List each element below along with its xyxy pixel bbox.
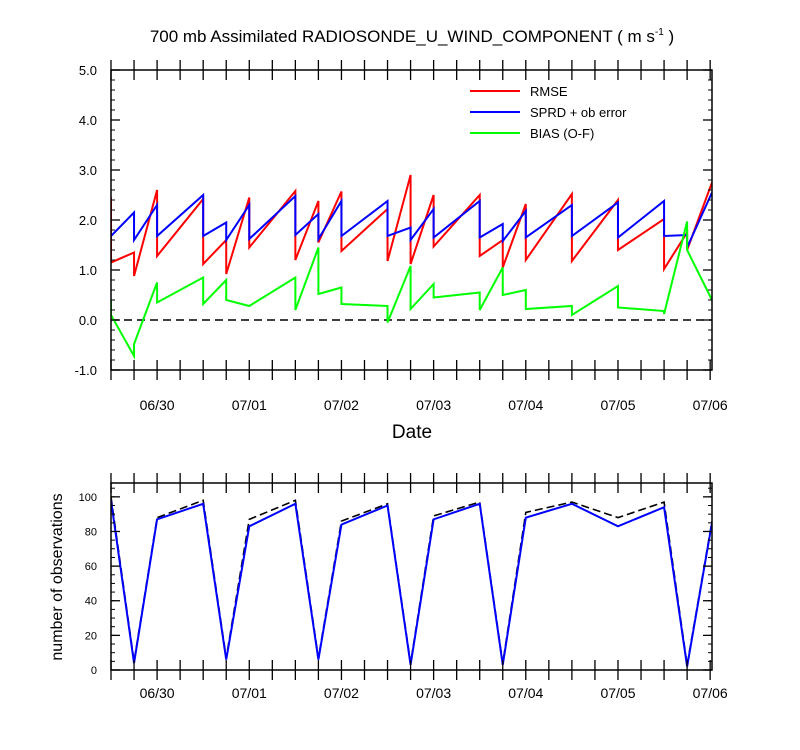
x-axis-label: Date [392, 422, 432, 443]
x-tick-label: 07/01 [232, 397, 267, 413]
y-tick-label: 100 [79, 492, 97, 504]
y-tick-label: 5.0 [79, 63, 97, 78]
chart-title: 700 mb Assimilated RADIOSONDE_U_WIND_COM… [150, 27, 674, 46]
x-tick-label: 07/02 [324, 685, 359, 701]
legend: RMSE SPRD + ob error BIAS (O-F) [470, 84, 627, 141]
y-tick-label: 2.0 [79, 213, 97, 228]
legend-label: SPRD + ob error [530, 105, 627, 120]
y-axis-label-observations: number of observations [49, 493, 66, 660]
x-tick-label: 07/01 [232, 685, 267, 701]
top-series-rmse [111, 174, 712, 277]
bottom-plot-area [111, 496, 712, 667]
x-tick-label: 07/05 [600, 685, 635, 701]
chart-title-main: 700 mb Assimilated RADIOSONDE_U_WIND_COM… [150, 27, 655, 46]
y-tick-label: 60 [85, 561, 97, 573]
y-tick-label: -1.0 [75, 363, 97, 378]
top-plot-area [111, 174, 712, 360]
top-panel: -1.0 0.0 1.0 2.0 3.0 4.0 5.0 06/30 07/01 07/02 07/… [75, 60, 728, 443]
top-series-bias-o-f [111, 221, 712, 360]
top-series-sprd-ob-error [111, 192, 712, 248]
y-tick-label: 4.0 [79, 113, 97, 128]
x-tick-label: 06/30 [140, 397, 175, 413]
bottom-series-possible [111, 496, 712, 665]
chart-title-close: ) [664, 27, 674, 46]
top-ticks: -1.0 0.0 1.0 2.0 3.0 4.0 5.0 06/30 07/01 07/02 07/… [75, 60, 728, 413]
x-tick-label: 06/30 [140, 685, 175, 701]
x-tick-label: 07/03 [416, 685, 451, 701]
y-tick-label: 80 [85, 526, 97, 538]
y-tick-label: 40 [85, 596, 97, 608]
x-tick-label: 07/04 [508, 685, 543, 701]
y-tick-label: 0 [91, 665, 97, 677]
legend-label: RMSE [530, 84, 568, 99]
y-tick-label: 1.0 [79, 263, 97, 278]
bottom-plot-frame [110, 482, 713, 671]
x-tick-label: 07/05 [600, 397, 635, 413]
x-tick-label: 07/02 [324, 397, 359, 413]
bottom-series-assimilated [111, 500, 712, 667]
x-tick-label: 07/06 [693, 685, 728, 701]
x-tick-label: 07/06 [693, 397, 728, 413]
x-tick-label: 07/04 [508, 397, 543, 413]
chart-title-unit-exp: -1 [655, 27, 664, 38]
x-tick-label: 07/03 [416, 397, 451, 413]
bottom-panel: 0 20 40 60 80 100 06/30 07/01 07/02 07/03 07/04 07/… [49, 473, 728, 701]
y-tick-label: 0.0 [79, 313, 97, 328]
bottom-ticks: 0 20 40 60 80 100 06/30 07/01 07/02 07/03 07/04 07/… [79, 473, 728, 701]
y-tick-label: 20 [85, 630, 97, 642]
legend-label: BIAS (O-F) [530, 126, 594, 141]
y-tick-label: 3.0 [79, 163, 97, 178]
